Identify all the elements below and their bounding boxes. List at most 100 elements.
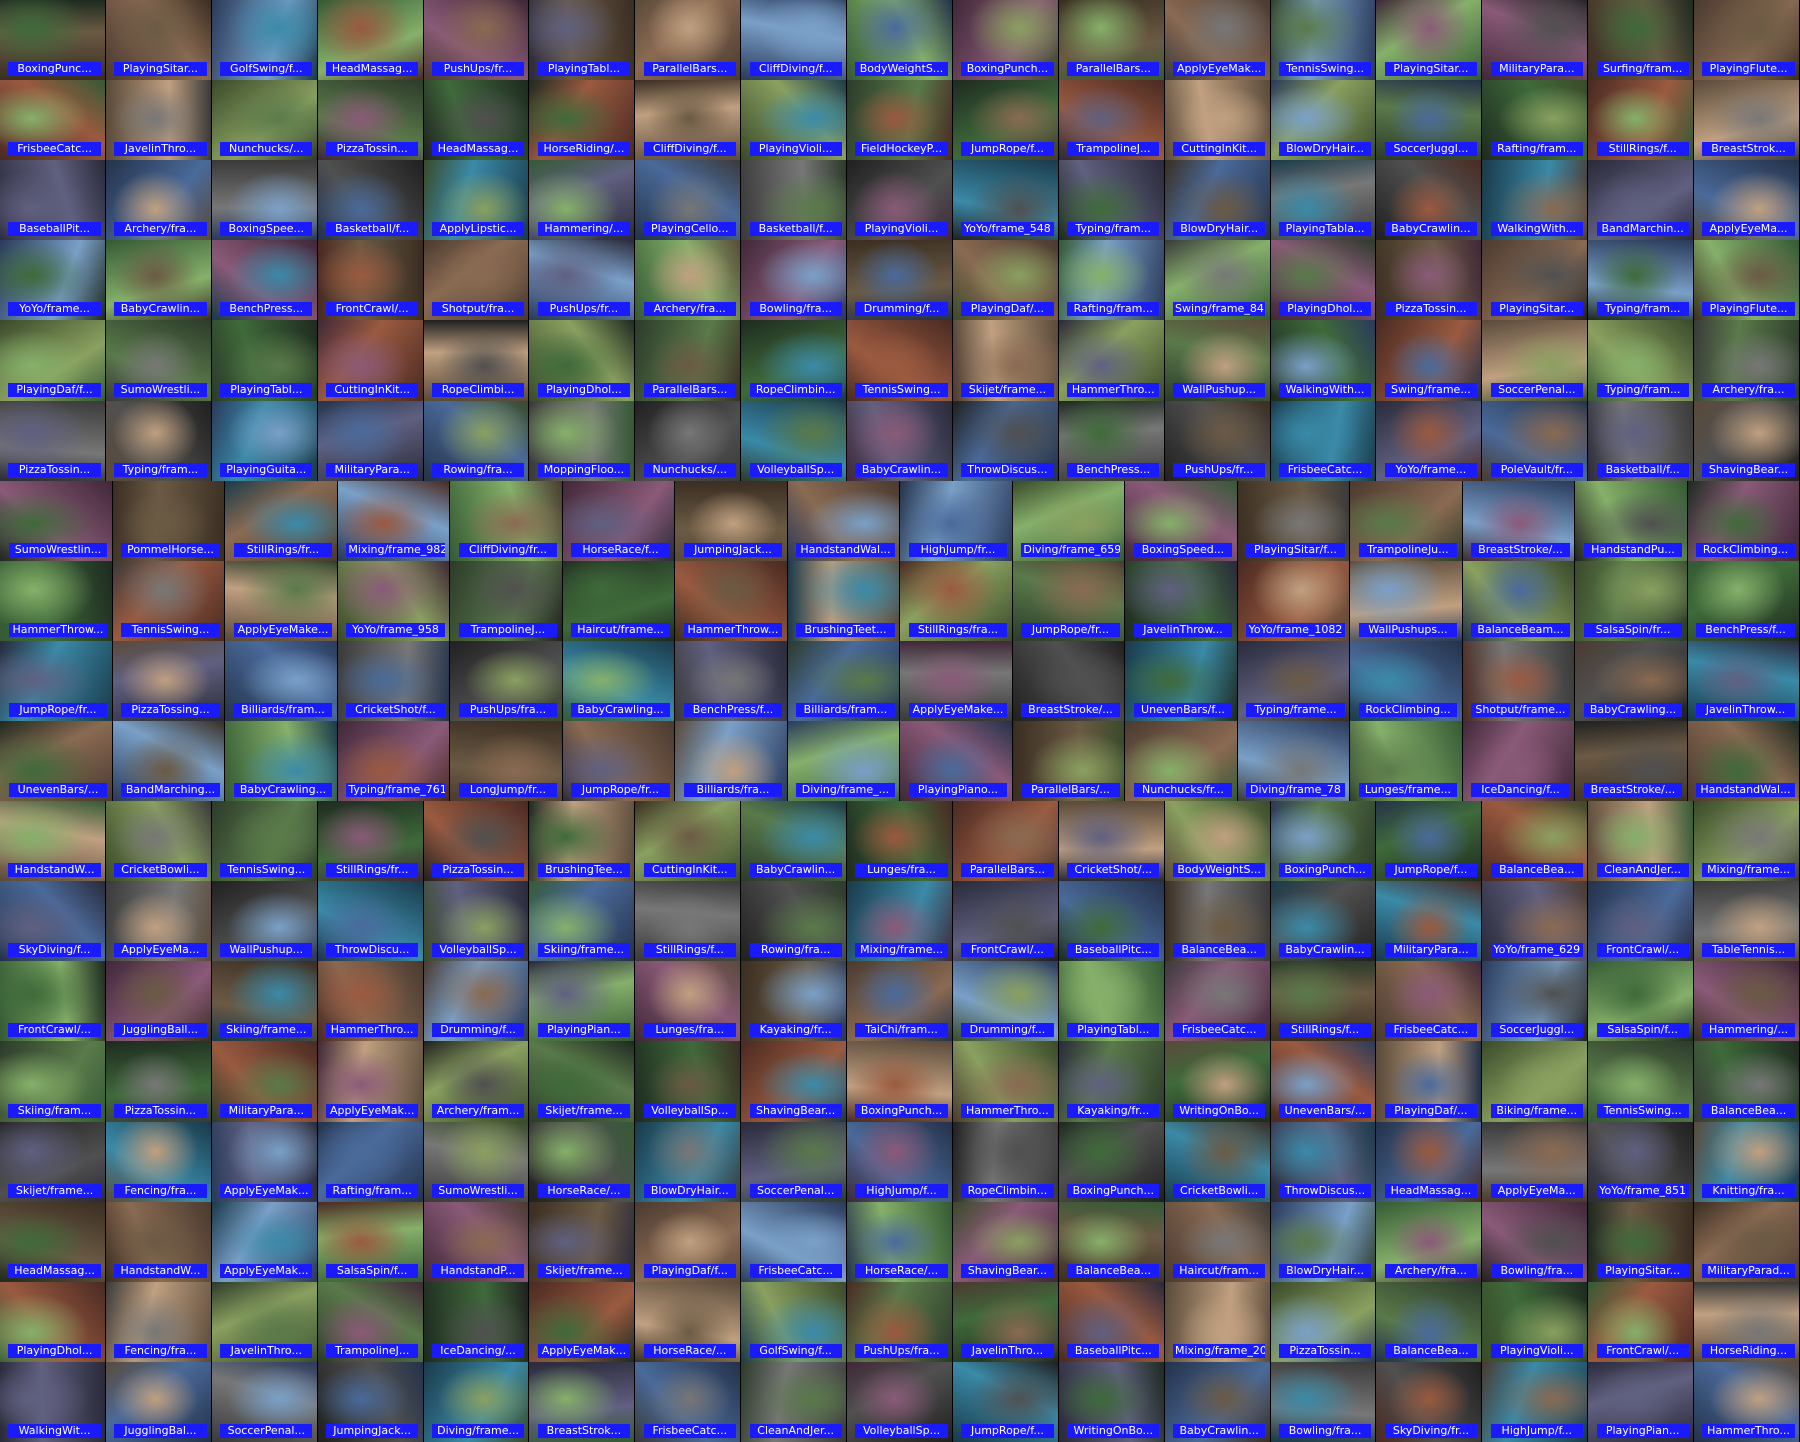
frame-label: Billiards/fra...	[683, 783, 783, 798]
frame-tile: PizzaTossin...	[317, 80, 424, 161]
frame-tile: CricketShot/...	[1058, 801, 1165, 882]
frame-tile: BoxingPunch...	[1270, 801, 1377, 882]
frame-tile: Basketball/f...	[317, 160, 424, 241]
frame-tile: BalanceBea...	[1058, 1201, 1165, 1282]
frame-tile: StillRings/f...	[1270, 961, 1377, 1042]
frame-label: PlayingSitar/f...	[1246, 542, 1345, 557]
frame-tile: HammerThro...	[1694, 1361, 1800, 1442]
frame-label: JumpingJack...	[683, 542, 783, 557]
frame-label: Typing/fram...	[1596, 302, 1689, 317]
frame-tile: BoxingPunch...	[952, 0, 1059, 81]
frame-tile: BaseballPit...	[0, 160, 106, 241]
frame-tile: HammerThro...	[1058, 320, 1165, 401]
frame-label: ThrowDiscus...	[961, 462, 1054, 477]
frame-tile: Shotput/fra...	[423, 240, 530, 321]
frame-tile: PommelHorse...	[112, 480, 225, 561]
frame-tile: TennisSwing...	[847, 320, 953, 401]
frame-tile: Rowing/fra...	[423, 400, 530, 481]
frame-tile: Mixing/frame...	[1694, 801, 1800, 882]
frame-label: PlayingFlute...	[1702, 302, 1795, 317]
frame-label: BoxingSpeed...	[1133, 542, 1233, 557]
frame-tile: BreastStroke/...	[1462, 480, 1575, 561]
frame-label: StillRings/fr...	[233, 542, 333, 557]
frame-tile: HammerThrow...	[0, 560, 113, 641]
frame-label: SalsaSpin/f...	[326, 1263, 419, 1278]
frame-tile: BalanceBeam...	[1462, 560, 1575, 641]
frame-label: PlayingSitar...	[114, 62, 207, 77]
frame-tile: HeadMassag...	[1376, 1121, 1483, 1202]
frame-label: UnevenBars/...	[8, 783, 108, 798]
frame-tile: PizzaTossin...	[1376, 240, 1483, 321]
frame-label: Bowling/fra...	[749, 302, 842, 317]
frame-label: Bowling/fra...	[1278, 1423, 1372, 1438]
frame-tile: JumpingJack...	[317, 1361, 424, 1442]
frame-tile: BoxingSpeed...	[1125, 480, 1238, 561]
frame-tile: Basketball/f...	[741, 160, 847, 241]
frame-tile: BoxingPunch...	[847, 1041, 953, 1122]
frame-label: StillRings/f...	[1278, 1023, 1372, 1038]
frame-label: PlayingTabl...	[220, 382, 313, 397]
frame-label: HandstandPu...	[1583, 542, 1683, 557]
frame-tile: Typing/fram...	[1058, 160, 1165, 241]
frame-tile: HorseRace/...	[635, 1281, 742, 1362]
frame-label: JumpRope/fr...	[571, 783, 670, 798]
frame-label: Typing/fram...	[1067, 222, 1160, 237]
frame-tile: BaseballPitc...	[1058, 881, 1165, 962]
frame-label: YoYo/frame...	[8, 302, 101, 317]
frame-label: Basketball/f...	[749, 222, 842, 237]
frame-tile: JavelinThro...	[952, 1281, 1059, 1362]
frame-tile: JumpRope/f...	[952, 1361, 1059, 1442]
frame-label: ThrowDiscus...	[1278, 1183, 1372, 1198]
frame-label: BabyCrawling...	[571, 702, 670, 717]
frame-tile: JumpRope/f...	[1376, 801, 1483, 882]
frame-label: ShavingBear...	[1702, 462, 1795, 477]
frame-tile: PlayingDaf/...	[1376, 1041, 1483, 1122]
frame-label: Skijet/frame...	[961, 382, 1054, 397]
frame-label: Archery/fra...	[643, 302, 736, 317]
mosaic-row: FrontCrawl/... JugglingBall... Skiing/fram…	[0, 961, 1800, 1042]
frame-label: BaseballPitc...	[1067, 943, 1160, 958]
frame-label: PlayingDhol...	[1278, 302, 1372, 317]
frame-tile: SalsaSpin/fr...	[1575, 560, 1688, 641]
frame-tile: JavelinThro...	[105, 80, 212, 161]
frame-label: HighJump/f...	[1490, 1423, 1583, 1438]
frame-label: ApplyEyeMake...	[233, 622, 333, 637]
frame-tile: MilitaryPara...	[211, 1041, 318, 1122]
frame-tile: Kayaking/fr...	[1058, 1041, 1165, 1122]
frame-label: PizzaTossin...	[326, 142, 419, 157]
frame-tile: JumpingJack...	[675, 480, 788, 561]
frame-label: Lunges/fra...	[643, 1023, 736, 1038]
frame-tile: Billiards/fra...	[675, 721, 788, 802]
frame-tile: HeadMassag...	[317, 0, 424, 81]
frame-label: Haircut/frame...	[571, 622, 670, 637]
frame-label: Rafting/fram...	[1490, 142, 1583, 157]
frame-tile: Lunges/frame...	[1350, 721, 1463, 802]
frame-label: YoYo/frame_548	[961, 222, 1054, 237]
frame-tile: PlayingDhol...	[1270, 240, 1377, 321]
frame-tile: ApplyEyeMak...	[211, 1201, 318, 1282]
frame-tile: CleanAndJer...	[741, 1361, 847, 1442]
frame-tile: HighJump/f...	[847, 1121, 953, 1202]
frame-tile: RopeClimbin...	[741, 320, 847, 401]
frame-tile: TennisSwing...	[112, 560, 225, 641]
frame-tile: PlayingVioli...	[1482, 1281, 1589, 1362]
frame-tile: BoxingPunch...	[1058, 1121, 1165, 1202]
frame-tile: MilitaryPara...	[1376, 881, 1483, 962]
frame-tile: PlayingDaf/f...	[0, 320, 106, 401]
frame-tile: JavelinThrow...	[1687, 640, 1800, 721]
frame-label: Skijet/frame...	[537, 1103, 631, 1118]
frame-tile: Basketball/f...	[1588, 400, 1694, 481]
frame-tile: CricketBowli...	[105, 801, 212, 882]
frame-label: Typing/fram...	[114, 462, 207, 477]
frame-label: BenchPress...	[1067, 462, 1160, 477]
frame-tile: SalsaSpin/f...	[317, 1201, 424, 1282]
frame-label: CliffDiving/f...	[643, 142, 736, 157]
frame-tile: GolfSwing/f...	[211, 0, 318, 81]
frame-label: JavelinThro...	[114, 142, 207, 157]
frame-tile: BabyCrawlin...	[741, 801, 847, 882]
frame-label: Haircut/fram...	[1173, 1263, 1266, 1278]
frame-tile: BrushingTeet...	[787, 560, 900, 641]
frame-label: ApplyEyeMak...	[326, 1103, 419, 1118]
frame-label: Rowing/fra...	[749, 943, 842, 958]
frame-label: HandstandW...	[114, 1263, 207, 1278]
